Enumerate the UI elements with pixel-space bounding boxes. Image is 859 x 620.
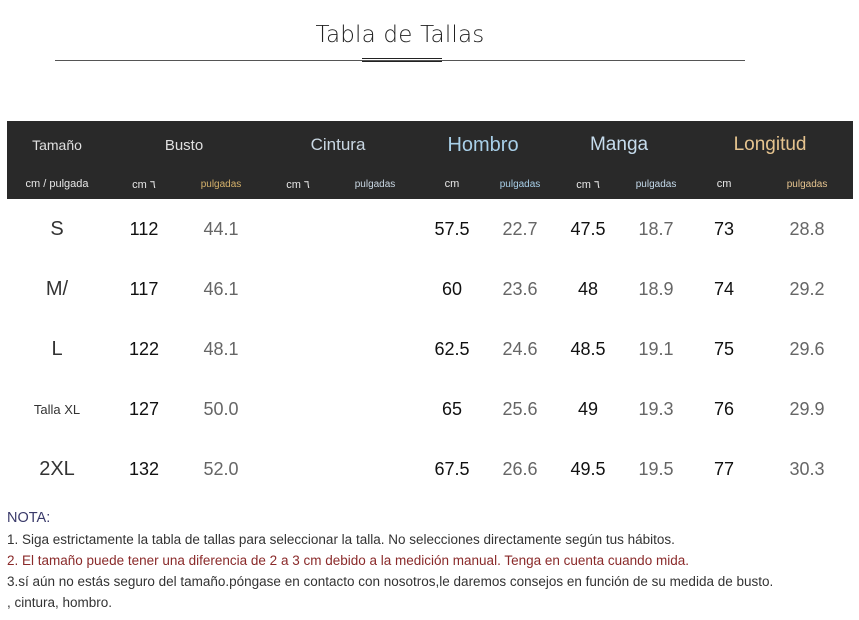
cell-hombro-in: 22.7 [502, 218, 538, 239]
size-table-container: Tamaño Busto Cintura Hombro Manga Longitud c… [7, 121, 854, 499]
note-line-2: 2. El tamaño puede tener una diferencia … [7, 553, 689, 568]
header-unit-cm: cm ٦ [107, 169, 181, 199]
notes-section: NOTA: 1. Siga estrictamente la tabla de … [7, 508, 847, 613]
cell-cintura-cm [261, 199, 335, 259]
cell-busto-cm: 132 [128, 458, 160, 479]
cell-manga-in: 19.3 [638, 398, 674, 419]
cell-longitud-in: 28.8 [789, 218, 825, 239]
cell-manga-in: 18.7 [638, 218, 674, 239]
header-unit-cm: cm [687, 169, 762, 199]
cell-cintura-cm [261, 319, 335, 379]
header-unit-cm: cm [415, 169, 490, 199]
table-header: Tamaño Busto Cintura Hombro Manga Longitud c… [7, 121, 854, 199]
note-line-4: , cintura, hombro. [7, 595, 113, 610]
table-row: Talla XL 127 50.0 65 25.6 49 19.3 76 29.9 [7, 379, 853, 439]
header-unit-inch: pulgadas [761, 169, 854, 199]
cell-hombro-cm: 60 [442, 278, 463, 299]
header-group-longitud: Longitud [687, 121, 854, 169]
cell-longitud-cm: 73 [714, 218, 735, 239]
cell-busto-cm: 112 [129, 218, 159, 239]
table-row: L 122 48.1 62.5 24.6 48.5 19.1 75 29.6 [7, 319, 853, 379]
header-group-manga: Manga [551, 121, 688, 169]
header-unit-inch: pulgadas [335, 169, 416, 199]
cell-hombro-cm: 67.5 [434, 458, 470, 479]
page-title: Tabla de Tallas [315, 22, 485, 48]
cell-busto-in: 50.0 [203, 398, 239, 419]
cell-manga-in: 19.1 [638, 338, 674, 359]
cell-cintura-cm [261, 439, 335, 499]
cell-cintura-in [335, 379, 415, 439]
note-line-3: 3.sí aún no estás seguro del tamaño.póng… [7, 574, 774, 589]
cell-cintura-cm [261, 259, 335, 319]
cell-manga-in: 18.9 [638, 278, 674, 299]
header-unit-cm: cm ٦ [551, 169, 626, 199]
cell-hombro-in: 24.6 [502, 338, 538, 359]
cell-cintura-cm [261, 379, 335, 439]
cell-manga-cm: 48 [578, 278, 599, 299]
header-size: Tamaño [7, 121, 107, 169]
table-row: 2XL 132 52.0 67.5 26.6 49.5 19.5 77 30.3 [7, 439, 853, 499]
size-cell: L [51, 337, 63, 360]
size-cell: Talla XL [33, 401, 81, 417]
cell-hombro-in: 26.6 [502, 458, 538, 479]
size-cell: M/ [45, 277, 69, 300]
size-cell: 2XL [39, 457, 75, 480]
cell-hombro-cm: 57.5 [434, 218, 470, 239]
header-group-busto: Busto [107, 121, 262, 169]
header-unit-inch: pulgadas [489, 169, 552, 199]
cell-cintura-in [335, 259, 415, 319]
header-group-cintura: Cintura [261, 121, 416, 169]
table-row: M/117 46.1 60 23.6 48 18.9 74 29.2 [7, 259, 853, 319]
cell-busto-cm: 122 [128, 338, 160, 359]
cell-busto-in: 52.0 [203, 458, 239, 479]
cell-manga-cm: 48.5 [570, 338, 606, 359]
cell-busto-in: 44.1 [203, 218, 239, 239]
cell-manga-cm: 47.5 [570, 218, 606, 239]
header-unit-cm: cm ٦ [261, 169, 336, 199]
cell-manga-cm: 49.5 [570, 458, 606, 479]
note-line-1: 1. Siga estrictamente la tabla de tallas… [7, 532, 675, 547]
cell-manga-in: 19.5 [638, 458, 674, 479]
cell-manga-cm: 49 [578, 398, 599, 419]
cell-hombro-in: 23.6 [502, 278, 538, 299]
size-table: Tamaño Busto Cintura Hombro Manga Longitud c… [7, 121, 854, 499]
cell-longitud-cm: 74 [714, 278, 735, 299]
cell-longitud-cm: 77 [714, 458, 735, 479]
table-row: S 112 44.1 57.5 22.7 47.5 18.7 73 28.8 [7, 199, 853, 259]
cell-busto-in: 48.1 [203, 338, 239, 359]
cell-longitud-in: 29.9 [789, 398, 825, 419]
title-accent-bar [362, 58, 442, 62]
cell-longitud-in: 29.6 [789, 338, 825, 359]
notes-heading: NOTA: [7, 510, 51, 526]
cell-longitud-cm: 75 [714, 338, 735, 359]
cell-hombro-in: 25.6 [502, 398, 538, 419]
cell-cintura-in [335, 199, 415, 259]
cell-longitud-cm: 76 [714, 398, 735, 419]
header-unit-inch: pulgadas [625, 169, 688, 199]
title-divider [55, 60, 745, 61]
cell-busto-cm: 127 [128, 398, 160, 419]
cell-longitud-in: 29.2 [789, 278, 825, 299]
cell-busto-in: 46.1 [203, 278, 239, 299]
size-cell: S [50, 217, 64, 240]
cell-cintura-in [335, 439, 415, 499]
header-unit-inch: pulgadas [181, 169, 262, 199]
cell-hombro-cm: 62.5 [434, 338, 470, 359]
cell-hombro-cm: 65 [442, 398, 463, 419]
cell-cintura-in [335, 319, 415, 379]
header-unit: cm / pulgada [7, 169, 107, 199]
cell-longitud-in: 30.3 [789, 458, 825, 479]
header-group-hombro: Hombro [415, 121, 552, 169]
table-body: S 112 44.1 57.5 22.7 47.5 18.7 73 28.8 M/117 46.1 6… [7, 199, 853, 499]
cell-busto-cm: 117 [129, 278, 159, 299]
